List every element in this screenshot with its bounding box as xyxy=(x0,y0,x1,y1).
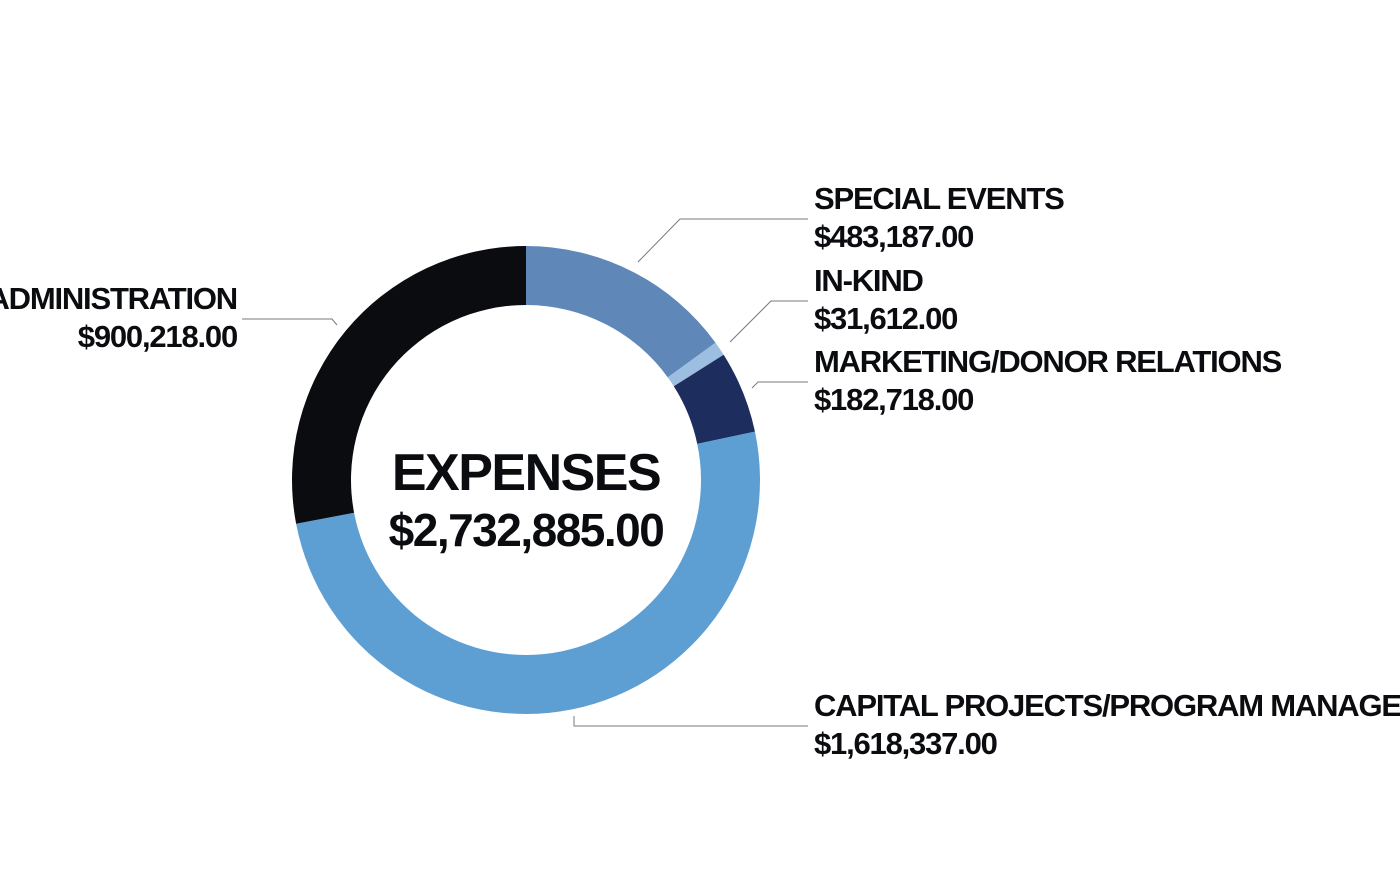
leader-line-administration xyxy=(242,318,338,326)
center-label: EXPENSES $2,732,885.00 xyxy=(389,444,665,556)
slice-marketing-donor-relations xyxy=(673,354,755,444)
slice-capital-projects-program-management xyxy=(296,431,760,714)
slice-value-marketing-donor-relations: $182,718.00 xyxy=(814,382,973,417)
slice-administration xyxy=(291,246,526,524)
slice-label-administration: ADMINISTRATION xyxy=(0,281,237,316)
slice-labels: SPECIAL EVENTS$483,187.00 IN-KIND$31,612.… xyxy=(0,181,1400,761)
slice-label-marketing-donor-relations: MARKETING/DONOR RELATIONS xyxy=(814,344,1282,379)
leader-line-capital-projects-program-management xyxy=(573,716,808,727)
chart-total: $2,732,885.00 xyxy=(389,504,664,556)
donut-slices xyxy=(291,246,760,714)
leader-line-marketing-donor-relations xyxy=(751,381,808,389)
slice-value-in-kind: $31,612.00 xyxy=(814,301,957,336)
slice-special-events xyxy=(526,246,716,378)
slice-label-special-events: SPECIAL EVENTS xyxy=(814,181,1064,216)
leader-line-in-kind xyxy=(729,300,808,343)
slice-label-capital-projects-program-management: CAPITAL PROJECTS/PROGRAM MANAGEMENT xyxy=(814,688,1400,723)
leader-lines xyxy=(242,218,808,727)
slice-label-in-kind: IN-KIND xyxy=(814,263,924,298)
chart-title: EXPENSES xyxy=(392,444,660,502)
slice-value-capital-projects-program-management: $1,618,337.00 xyxy=(814,726,997,761)
slice-value-special-events: $483,187.00 xyxy=(814,219,973,254)
slice-in-kind xyxy=(667,342,724,387)
slice-value-administration: $900,218.00 xyxy=(78,319,237,354)
leader-line-special-events xyxy=(637,218,808,263)
